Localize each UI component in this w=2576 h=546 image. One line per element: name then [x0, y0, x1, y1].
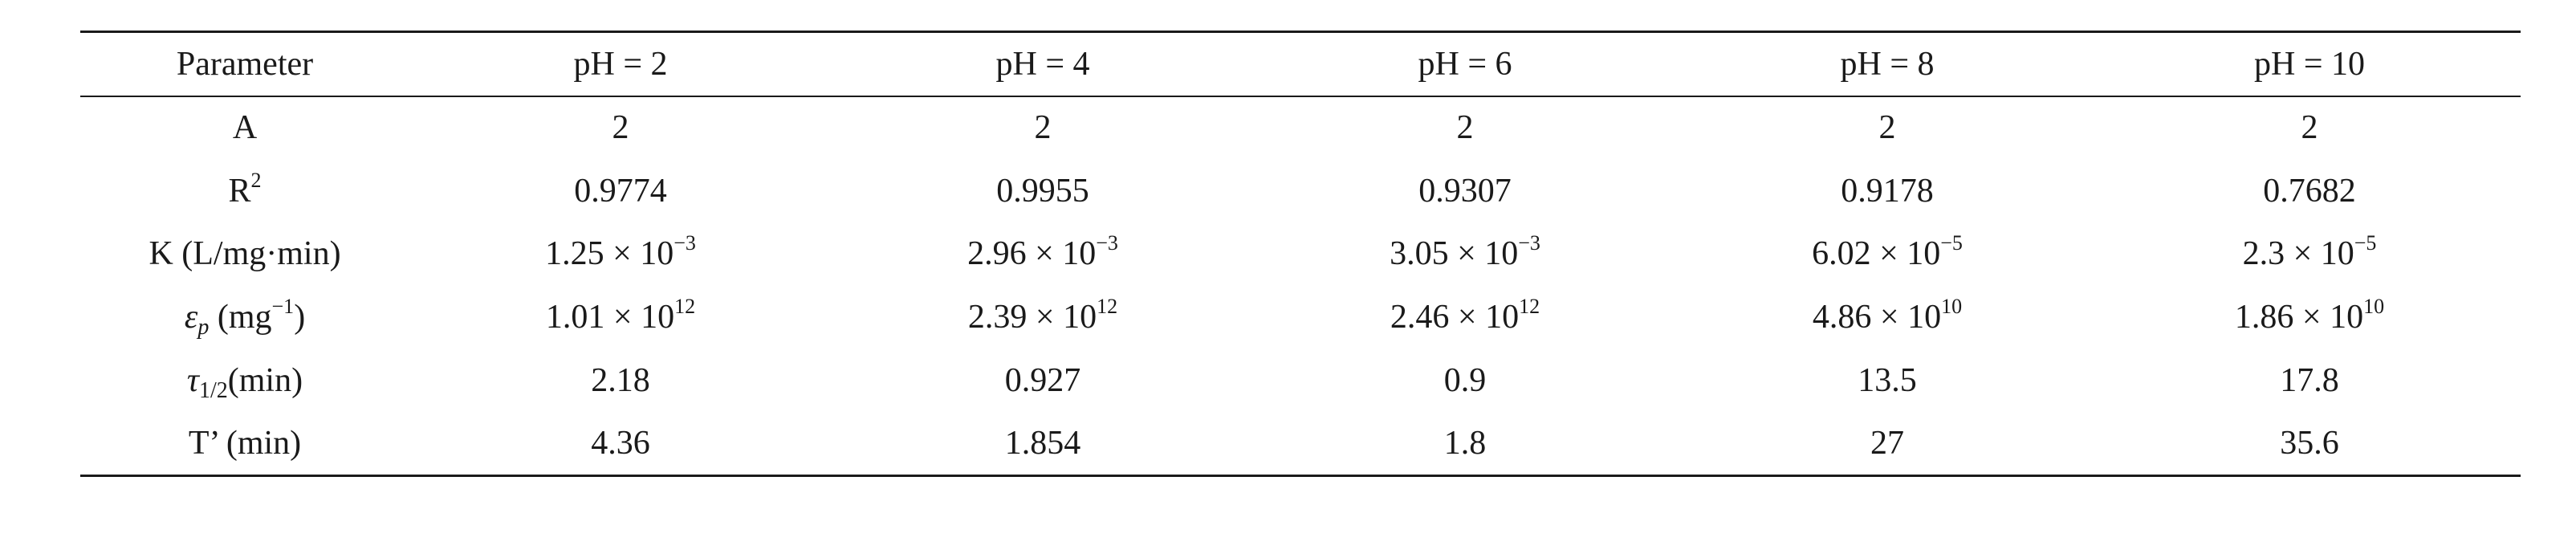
eps-ph8-mantissa: 4.86 × 10 — [1812, 299, 1942, 336]
cell-r2-ph10: 0.7682 — [2263, 172, 2356, 210]
cell-tau-ph2: 2.18 — [591, 362, 650, 400]
cell-a-ph10: 2 — [2301, 109, 2318, 147]
cell-r2-ph2: 0.9774 — [574, 172, 667, 210]
data-table-container: Parameter pH = 2 pH = 4 pH = 6 pH = 8 pH… — [80, 31, 2521, 477]
table-row-k: K (L/mg·min) 1.25 × 10−3 2.96 × 10−3 3.0… — [80, 222, 2521, 286]
cell-t-ph8: 27 — [1676, 412, 2098, 477]
table-row-t-prime: T’ (min) 4.36 1.854 1.8 27 35.6 — [80, 412, 2521, 477]
k-ph10-exp: −5 — [2354, 231, 2377, 255]
kinetics-parameter-table: Parameter pH = 2 pH = 4 pH = 6 pH = 8 pH… — [80, 31, 2521, 477]
cell-tau-ph10: 17.8 — [2280, 362, 2339, 400]
cell-eps-ph4: 2.39 × 1012 — [832, 286, 1254, 349]
k-ph8-mantissa: 6.02 × 10 — [1812, 235, 1941, 273]
cell-t-ph6: 1.8 — [1254, 412, 1676, 477]
eps-ph2-mantissa: 1.01 × 10 — [545, 299, 675, 336]
header-ph-4: pH = 4 — [832, 31, 1254, 97]
table-row-epsilon: εp (mg−1) 1.01 × 1012 2.39 × 1012 2.46 ×… — [80, 286, 2521, 349]
cell-a-ph2: 2 — [612, 109, 629, 147]
tau-sub: 1/2 — [198, 378, 228, 404]
eps-ph4-exp: 12 — [1097, 295, 1118, 319]
cell-eps-ph2: 1.01 × 1012 — [409, 286, 832, 349]
r2-sup: 2 — [250, 168, 262, 192]
k-ph2-mantissa: 1.25 × 10 — [545, 235, 674, 273]
k-ph8-exp: −5 — [1940, 231, 1963, 255]
eps-ph4-mantissa: 2.39 × 10 — [967, 299, 1097, 336]
row-label-r2: R2 — [80, 159, 409, 222]
k-ph6-mantissa: 3.05 × 10 — [1390, 235, 1519, 273]
cell-k-ph4: 2.96 × 10−3 — [832, 222, 1254, 286]
epsilon-sub: p — [197, 315, 210, 340]
tau-symbol: τ — [186, 362, 199, 400]
row-label-a: A — [232, 109, 258, 147]
row-label-k: K (L/mg·min) — [149, 235, 341, 273]
cell-a-ph8: 2 — [1878, 109, 1896, 147]
row-label-epsilon: εp (mg−1) — [80, 286, 409, 349]
cell-k-ph10: 2.3 × 10−5 — [2098, 222, 2521, 286]
header-ph-6: pH = 6 — [1254, 31, 1676, 97]
eps-ph6-exp: 12 — [1519, 295, 1540, 319]
header-ph-8: pH = 8 — [1676, 31, 2098, 97]
epsilon-unit-sup: −1 — [271, 295, 295, 319]
cell-t-ph10: 35.6 — [2098, 412, 2521, 477]
cell-eps-ph8: 4.86 × 1010 — [1676, 286, 2098, 349]
cell-k-ph2: 1.25 × 10−3 — [409, 222, 832, 286]
cell-k-ph6: 3.05 × 10−3 — [1254, 222, 1676, 286]
cell-r2-ph8: 0.9178 — [1841, 172, 1934, 210]
cell-tau-ph4: 0.927 — [1004, 362, 1081, 400]
eps-ph6-mantissa: 2.46 × 10 — [1390, 299, 1520, 336]
eps-ph10-mantissa: 1.86 × 10 — [2234, 299, 2364, 336]
epsilon-unit-post: ) — [294, 299, 306, 336]
epsilon-unit-pre: (mg — [209, 299, 272, 336]
cell-r2-ph4: 0.9955 — [996, 172, 1089, 210]
table-header-row: Parameter pH = 2 pH = 4 pH = 6 pH = 8 pH… — [80, 31, 2521, 97]
cell-k-ph8: 6.02 × 10−5 — [1676, 222, 2098, 286]
cell-t-ph2: 4.36 — [409, 412, 832, 477]
eps-ph2-exp: 12 — [674, 295, 696, 319]
eps-ph8-exp: 10 — [1941, 295, 1963, 319]
cell-a-ph6: 2 — [1456, 109, 1474, 147]
cell-t-ph4: 1.854 — [832, 412, 1254, 477]
row-label-t-prime: T’ (min) — [80, 412, 409, 477]
cell-tau-ph6: 0.9 — [1443, 362, 1487, 400]
cell-r2-ph6: 0.9307 — [1418, 172, 1512, 210]
cell-a-ph4: 2 — [1034, 109, 1052, 147]
row-label-tau: τ1/2(min) — [80, 349, 409, 413]
table-row-tau: τ1/2(min) 2.18 0.927 0.9 13.5 17.8 — [80, 349, 2521, 413]
k-ph4-exp: −3 — [1096, 231, 1118, 255]
r2-base: R — [228, 172, 251, 210]
header-ph-10: pH = 10 — [2098, 31, 2521, 97]
k-ph10-mantissa: 2.3 × 10 — [2242, 235, 2354, 273]
header-parameter: Parameter — [80, 31, 409, 97]
cell-eps-ph10: 1.86 × 1010 — [2098, 286, 2521, 349]
cell-tau-ph8: 13.5 — [1858, 362, 1917, 400]
table-row-r2: R2 0.9774 0.9955 0.9307 0.9178 0.7682 — [80, 159, 2521, 222]
eps-ph10-exp: 10 — [2363, 295, 2385, 319]
k-ph4-mantissa: 2.96 × 10 — [967, 235, 1097, 273]
table-row-a: A 2 2 2 2 2 — [80, 96, 2521, 160]
cell-eps-ph6: 2.46 × 1012 — [1254, 286, 1676, 349]
header-ph-2: pH = 2 — [409, 31, 832, 97]
k-ph2-exp: −3 — [674, 231, 696, 255]
k-ph6-exp: −3 — [1518, 231, 1540, 255]
tau-unit: (min) — [227, 362, 303, 400]
epsilon-symbol: ε — [184, 299, 198, 336]
